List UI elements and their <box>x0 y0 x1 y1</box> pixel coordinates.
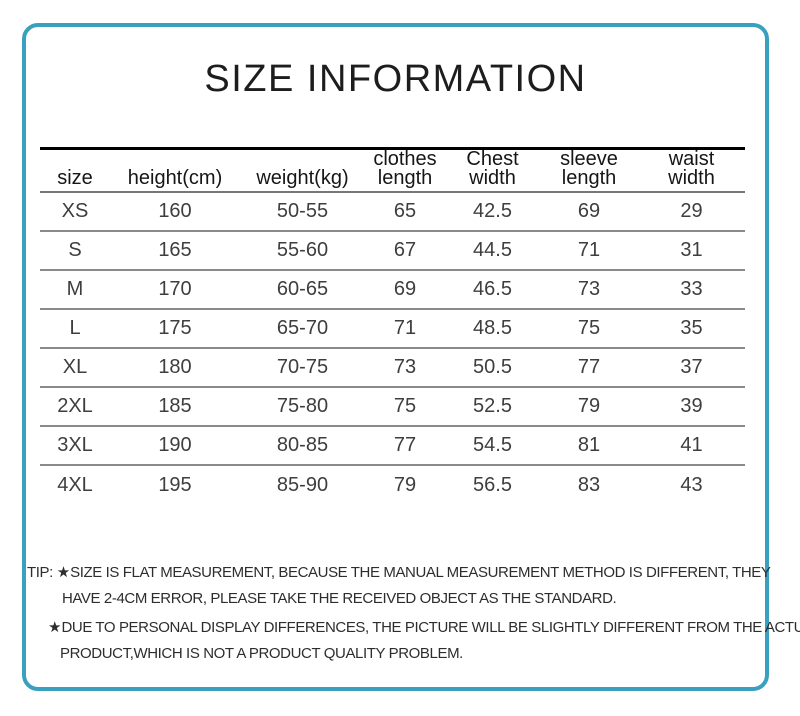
tip-text: SIZE IS FLAT MEASUREMENT, BECAUSE THE MA… <box>70 564 771 581</box>
tip-text: DUE TO PERSONAL DISPLAY DIFFERENCES, THE… <box>61 619 800 636</box>
tip-text: PRODUCT,WHICH IS NOT A PRODUCT QUALITY P… <box>60 645 463 662</box>
cell-chest-width: 44.5 <box>473 239 512 261</box>
cell-sleeve-length: 73 <box>577 278 601 300</box>
cell-size: S <box>68 239 82 261</box>
cell-sleeve-length: 79 <box>577 395 601 417</box>
cell-clothes-length: 77 <box>393 434 417 456</box>
cell-height: 175 <box>158 317 192 339</box>
table-row-4xl: 4XL 195 85-90 79 56.5 83 43 <box>40 465 745 504</box>
tip-text: HAVE 2-4CM ERROR, PLEASE TAKE THE RECEIV… <box>62 590 617 607</box>
cell-chest-width: 56.5 <box>473 473 512 496</box>
cell-height: 165 <box>158 239 192 261</box>
cell-size: L <box>69 317 81 339</box>
table-row-xl: XL 180 70-75 73 50.5 77 37 <box>40 348 745 387</box>
table-row-l: L 175 65-70 71 48.5 75 35 <box>40 309 745 348</box>
table-header-row: size height(cm) weight(kg) clothes lengt… <box>40 149 745 193</box>
cell-weight: 85-90 <box>276 473 329 496</box>
header-line: weight(kg) <box>256 167 349 189</box>
cell-height: 160 <box>158 200 192 222</box>
cell-chest-width: 54.5 <box>473 434 512 456</box>
cell-weight: 55-60 <box>276 239 329 261</box>
cell-height: 195 <box>158 473 192 496</box>
header-line: Chest <box>466 148 519 170</box>
col-header-height: height(cm) <box>110 149 240 193</box>
cell-height: 190 <box>158 434 192 456</box>
tip-line: PRODUCT,WHICH IS NOT A PRODUCT QUALITY P… <box>27 641 757 667</box>
cell-chest-width: 52.5 <box>473 395 512 417</box>
cell-waist-width: 35 <box>680 317 703 339</box>
cell-size: 3XL <box>57 434 93 456</box>
header-line: width <box>668 167 715 189</box>
cell-chest-width: 42.5 <box>473 200 512 222</box>
cell-chest-width: 46.5 <box>473 278 512 300</box>
cell-height: 180 <box>158 356 192 378</box>
cell-waist-width: 29 <box>680 200 703 222</box>
cell-clothes-length: 71 <box>393 317 417 339</box>
cell-clothes-length: 65 <box>393 200 417 222</box>
cell-sleeve-length: 75 <box>577 317 601 339</box>
tip-line: HAVE 2-4CM ERROR, PLEASE TAKE THE RECEIV… <box>27 586 757 612</box>
table-row-m: M 170 60-65 69 46.5 73 33 <box>40 270 745 309</box>
cell-sleeve-length: 69 <box>577 200 601 222</box>
cell-size: XL <box>62 356 88 378</box>
cell-sleeve-length: 71 <box>577 239 601 261</box>
cell-weight: 65-70 <box>276 317 329 339</box>
col-header-weight: weight(kg) <box>240 149 365 193</box>
table-row-3xl: 3XL 190 80-85 77 54.5 81 41 <box>40 426 745 465</box>
cell-weight: 80-85 <box>276 434 329 456</box>
cell-size: 4XL <box>57 473 93 496</box>
cell-clothes-length: 69 <box>393 278 417 300</box>
table-row-xs: XS 160 50-55 65 42.5 69 29 <box>40 192 745 231</box>
tip-label: TIP: <box>27 564 53 581</box>
header-line: width <box>469 167 516 189</box>
col-header-size: size <box>40 149 110 193</box>
star-icon: ★ <box>48 619 62 636</box>
header-line: length <box>561 167 617 189</box>
header-line: sleeve <box>560 148 618 170</box>
header-line: height(cm) <box>127 167 223 189</box>
header-line: clothes <box>373 148 437 170</box>
star-icon: ★ <box>56 564 71 581</box>
cell-size: 2XL <box>57 395 93 417</box>
col-header-waist-width: waist width <box>638 149 745 193</box>
cell-clothes-length: 73 <box>393 356 417 378</box>
page-title: SIZE INFORMATION <box>204 58 587 100</box>
cell-chest-width: 48.5 <box>473 317 512 339</box>
cell-height: 170 <box>158 278 192 300</box>
cell-weight: 50-55 <box>276 200 329 222</box>
cell-clothes-length: 67 <box>393 239 417 261</box>
cell-waist-width: 33 <box>680 278 703 300</box>
cell-waist-width: 43 <box>680 473 703 496</box>
cell-waist-width: 37 <box>680 356 703 378</box>
cell-sleeve-length: 83 <box>577 473 601 496</box>
cell-sleeve-length: 81 <box>577 434 601 456</box>
cell-chest-width: 50.5 <box>473 356 512 378</box>
col-header-sleeve-length: sleeve length <box>540 149 638 193</box>
cell-size: M <box>66 278 84 300</box>
header-line: size <box>57 167 93 189</box>
table-row-2xl: 2XL 185 75-80 75 52.5 79 39 <box>40 387 745 426</box>
header-line: waist <box>668 148 715 170</box>
cell-weight: 60-65 <box>276 278 329 300</box>
cell-weight: 70-75 <box>276 356 329 378</box>
cell-sleeve-length: 77 <box>577 356 601 378</box>
cell-clothes-length: 79 <box>393 473 417 496</box>
cell-size: XS <box>61 200 89 222</box>
cell-waist-width: 39 <box>680 395 703 417</box>
cell-weight: 75-80 <box>276 395 329 417</box>
table-row-s: S 165 55-60 67 44.5 71 31 <box>40 231 745 270</box>
tip-line: ★DUE TO PERSONAL DISPLAY DIFFERENCES, TH… <box>27 615 800 641</box>
col-header-chest-width: Chest width <box>445 149 540 193</box>
cell-clothes-length: 75 <box>393 395 417 417</box>
size-table: size height(cm) weight(kg) clothes lengt… <box>40 147 745 504</box>
tip-line: TIP: ★SIZE IS FLAT MEASUREMENT, BECAUSE … <box>27 560 771 586</box>
tips-section: TIP: ★SIZE IS FLAT MEASUREMENT, BECAUSE … <box>27 560 800 667</box>
cell-waist-width: 41 <box>680 434 703 456</box>
cell-height: 185 <box>158 395 192 417</box>
teal-border-frame: SIZE INFORMATION size height(cm) weigh <box>22 23 800 691</box>
header-line: length <box>377 167 433 189</box>
col-header-clothes-length: clothes length <box>365 149 445 193</box>
cell-waist-width: 31 <box>680 239 703 261</box>
